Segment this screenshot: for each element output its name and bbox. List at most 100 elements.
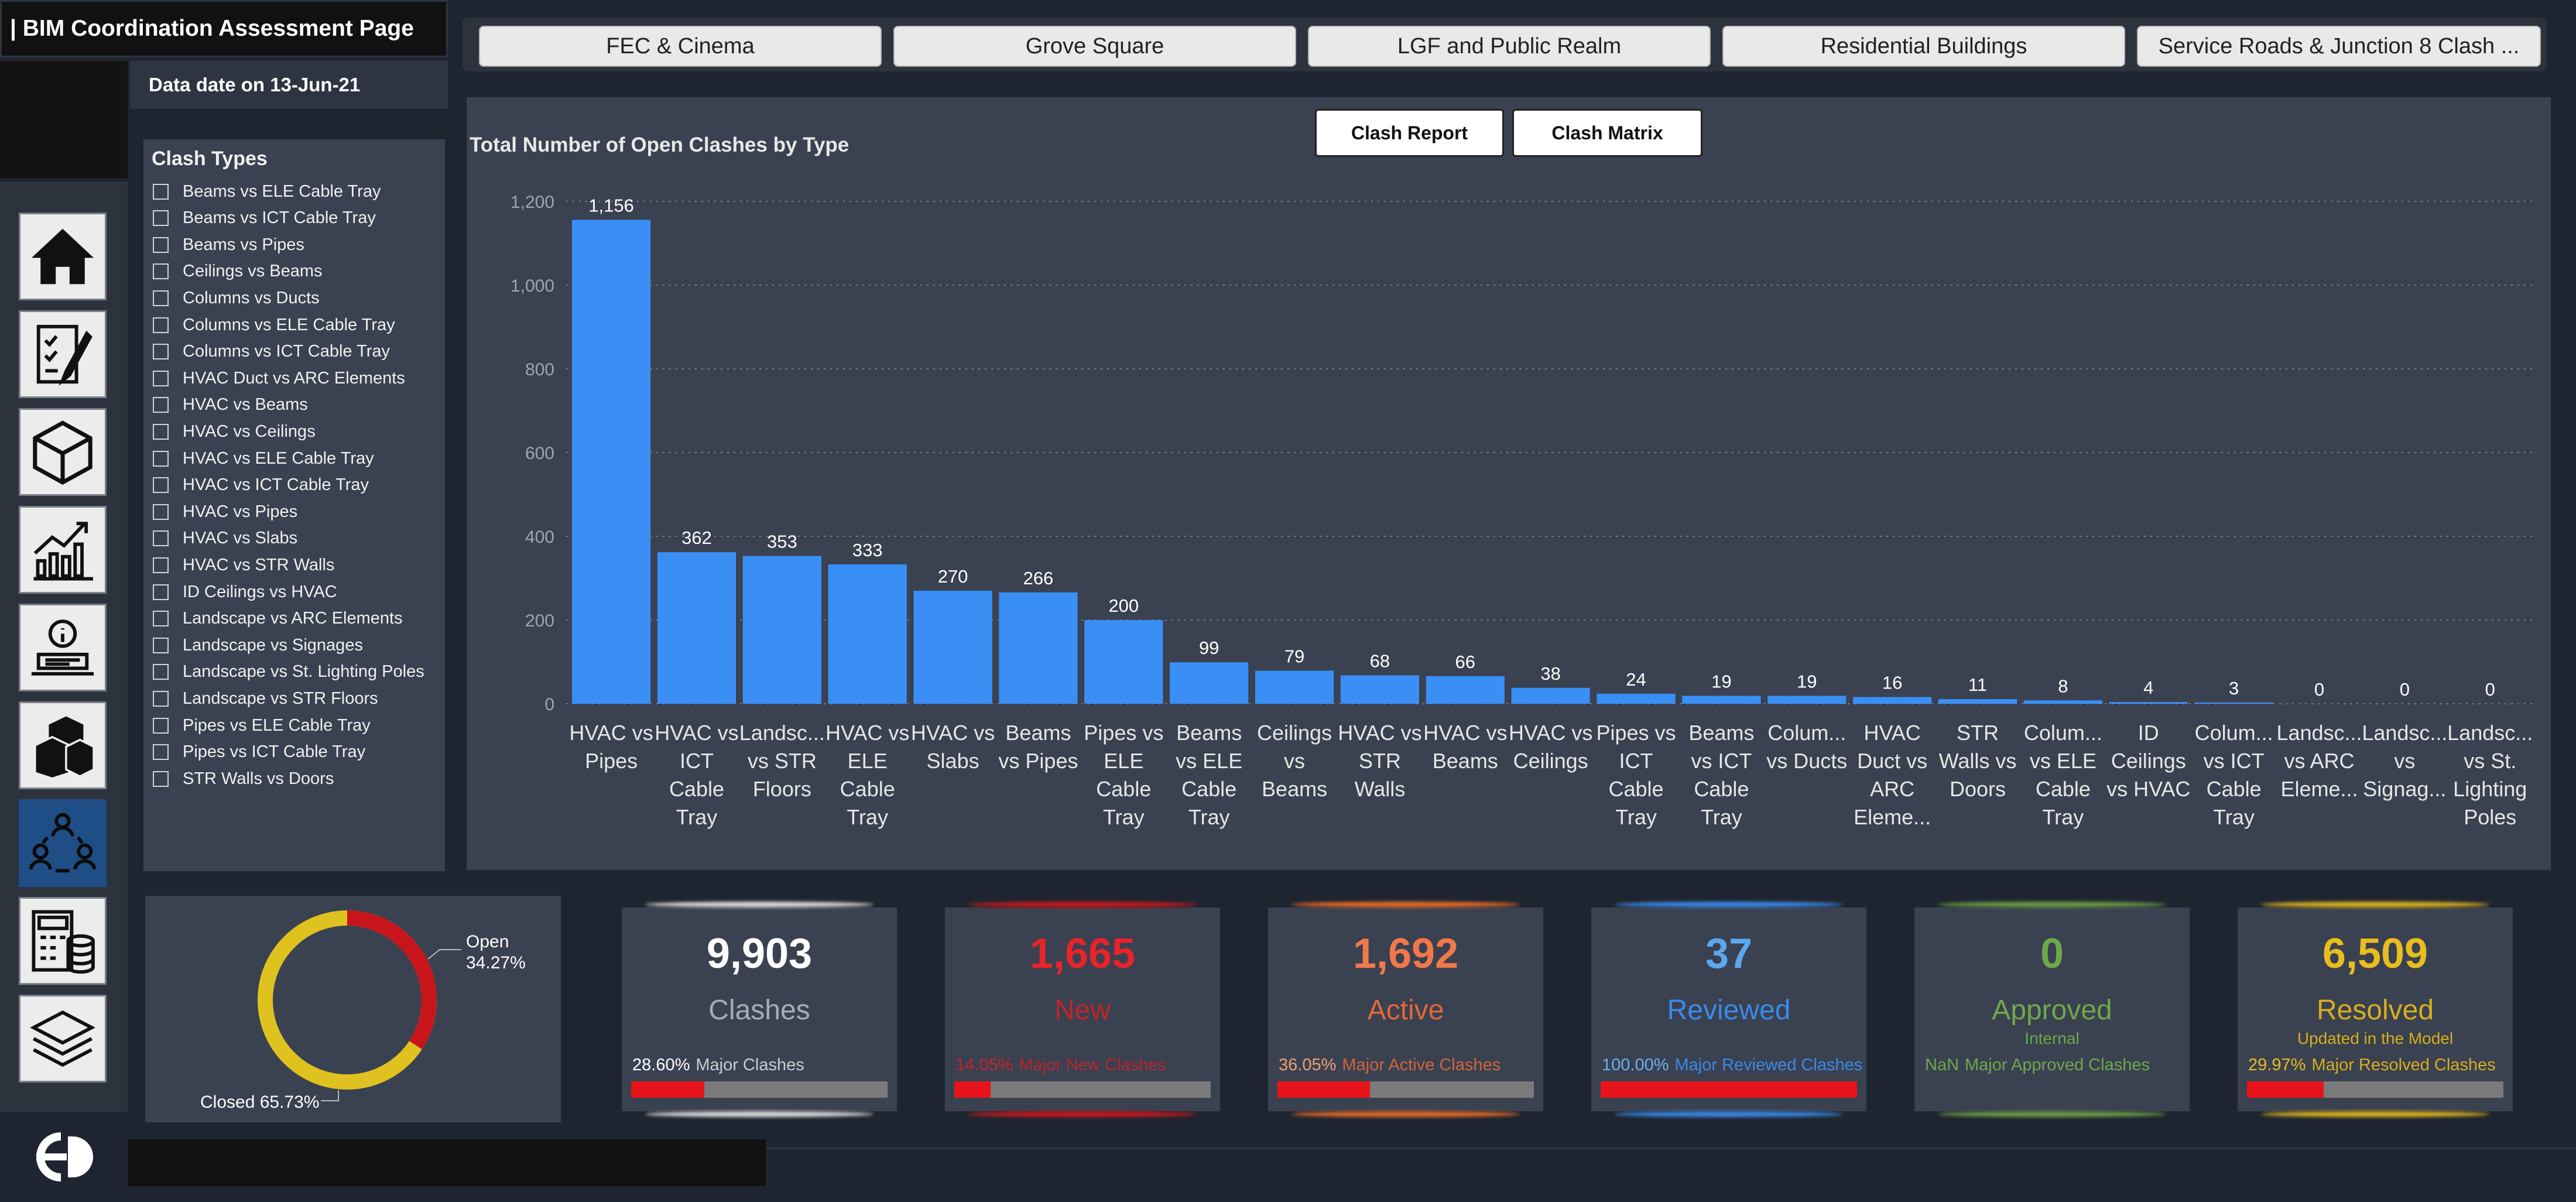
slicer-checkbox[interactable] [153,504,169,520]
slicer-item[interactable]: Landscape vs STR Floors [153,686,378,711]
slicer-item[interactable]: HVAC vs Ceilings [153,419,316,444]
nav-info-button[interactable] [19,604,107,691]
slicer-item[interactable]: Beams vs Pipes [153,232,304,257]
slicer-item[interactable]: Landscape vs ARC Elements [153,607,403,631]
slicer-item[interactable]: Beams vs ICT Cable Tray [153,206,376,231]
slicer-checkbox[interactable] [153,717,169,734]
slicer-item-label: HVAC vs ICT Cable Tray [183,475,369,495]
slicer-checkbox[interactable] [153,664,169,680]
slicer-checkbox[interactable] [153,530,169,547]
slicer-item[interactable]: Columns vs ELE Cable Tray [153,313,395,337]
slicer-item[interactable]: Pipes vs ICT Cable Tray [153,740,365,765]
slicer-checkbox[interactable] [153,690,169,707]
nav-coordination-button[interactable] [19,799,107,887]
slicer-checkbox[interactable] [153,183,169,200]
slicer-item-label: Landscape vs ARC Elements [183,609,403,628]
bar[interactable] [1853,697,1932,704]
tab-residential-buildings[interactable]: Residential Buildings [1722,26,2125,67]
slicer-checkbox[interactable] [153,450,169,467]
slicer-item[interactable]: Pipes vs ELE Cable Tray [153,713,371,738]
slicer-checkbox[interactable] [153,290,169,306]
slicer-checkbox[interactable] [153,263,169,280]
bar[interactable] [2194,702,2273,704]
x-tick-label: vs STR [748,749,817,773]
x-tick-label: ELE [848,749,888,773]
tab-fec-cinema[interactable]: FEC & Cinema [479,26,882,67]
buildings-icon [34,716,95,780]
slicer-item[interactable]: HVAC vs Pipes [153,499,297,524]
tab-lgf-public-realm[interactable]: LGF and Public Realm [1308,26,1711,67]
kpi-percent-value: 100.00% [1602,1056,1669,1074]
x-tick-label: HVAC [1864,721,1920,745]
bar[interactable] [572,220,651,704]
bar[interactable] [1170,662,1249,704]
footer-bar [128,1139,766,1186]
nav-home-button[interactable] [19,213,107,300]
bar[interactable] [1084,620,1163,704]
nav-checklist-button[interactable] [19,310,107,398]
x-tick-label: Colum... [2024,721,2102,745]
y-tick-label: 600 [525,444,554,463]
x-tick-label: HVAC vs [1338,721,1421,745]
nav-calculator-button[interactable] [19,897,107,985]
slicer-checkbox[interactable] [153,370,169,386]
slicer-item[interactable]: Landscape vs Signages [153,633,363,657]
slicer-checkbox[interactable] [153,397,169,413]
slicer-checkbox[interactable] [153,770,169,787]
slicer-item[interactable]: HVAC vs ICT Cable Tray [153,473,369,498]
slicer-item[interactable]: ID Ceilings vs HVAC [153,580,337,604]
slicer-checkbox[interactable] [153,423,169,440]
bar[interactable] [2023,700,2102,704]
slicer-checkbox[interactable] [153,477,169,494]
bar[interactable] [1597,693,1676,704]
slicer-item[interactable]: HVAC vs Slabs [153,526,297,551]
slicer-checkbox[interactable] [153,210,169,227]
nav-buildings-button[interactable] [19,701,107,789]
slicer-item[interactable]: HVAC vs STR Walls [153,553,334,577]
slicer-checkbox[interactable] [153,317,169,333]
slicer-item[interactable]: HVAC Duct vs ARC Elements [153,366,405,391]
nav-layers-button[interactable] [19,995,107,1083]
bar[interactable] [1340,675,1420,704]
clash-report-button[interactable]: Clash Report [1315,109,1504,157]
x-tick-label: Beams [1688,721,1754,745]
bar[interactable] [1682,696,1761,704]
nav-3d-model-button[interactable] [19,408,107,496]
clash-matrix-button[interactable]: Clash Matrix [1512,109,1703,157]
bar[interactable] [742,556,821,704]
bar[interactable] [1767,696,1847,704]
slicer-item[interactable]: HVAC vs Beams [153,393,308,417]
bar[interactable] [999,592,1078,704]
tab-grove-square[interactable]: Grove Square [893,26,1296,67]
kpi-percent-value: 14.05% [955,1056,1013,1074]
slicer-checkbox[interactable] [153,557,169,573]
bar[interactable] [913,590,992,704]
slicer-checkbox[interactable] [153,344,169,360]
slicer-checkbox[interactable] [153,611,169,627]
bar[interactable] [1511,687,1590,704]
bar[interactable] [828,564,907,704]
bar[interactable] [1938,699,2017,704]
slicer-item[interactable]: Landscape vs St. Lighting Poles [153,660,424,684]
layers-icon [30,1010,95,1067]
kpi-card-new: 1,665 New 14.05% Major New Clashes [945,902,1220,1117]
bar[interactable] [2109,702,2188,704]
bar[interactable] [1255,670,1334,704]
slicer-item[interactable]: HVAC vs ELE Cable Tray [153,446,374,471]
slicer-item[interactable]: Beams vs ELE Cable Tray [153,179,381,204]
slicer-checkbox[interactable] [153,637,169,653]
slicer-item[interactable]: STR Walls vs Doors [153,766,334,791]
slicer-checkbox[interactable] [153,237,169,253]
slicer-checkbox[interactable] [153,584,169,600]
slicer-item[interactable]: Ceilings vs Beams [153,259,323,284]
kpi-progress-fill [1601,1081,1857,1098]
nav-growth-button[interactable] [19,506,107,594]
bar[interactable] [1426,676,1505,704]
bar[interactable] [657,552,737,704]
slicer-item[interactable]: Columns vs Ducts [153,286,320,310]
kpi-progress-fill [2247,1081,2324,1098]
slicer-item[interactable]: Columns vs ICT Cable Tray [153,340,390,364]
kpi-percent-value: 29.97% [2248,1056,2306,1074]
slicer-checkbox[interactable] [153,744,169,761]
tab-service-roads[interactable]: Service Roads & Junction 8 Clash ... [2137,26,2541,67]
